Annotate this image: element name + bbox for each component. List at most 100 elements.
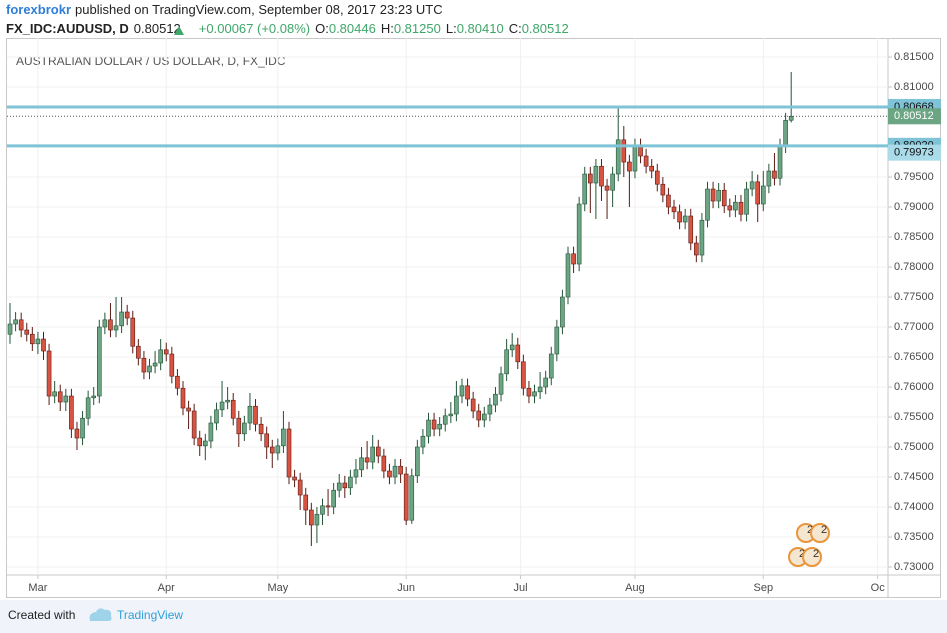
candle-body	[682, 215, 688, 223]
event-badge-label: 2	[807, 524, 813, 536]
y-tick-label: 0.81000	[894, 81, 934, 93]
y-tick-label: 0.75500	[894, 411, 934, 423]
candle-body	[632, 145, 638, 172]
candle-body	[476, 410, 482, 421]
candle-body	[403, 473, 409, 521]
candle-body	[621, 139, 627, 163]
candle-body	[219, 401, 225, 411]
candle-body	[258, 423, 264, 435]
candle-body	[348, 476, 353, 489]
candle-body	[415, 446, 420, 477]
y-tick-label: 0.73000	[894, 561, 934, 573]
candle-body	[481, 413, 487, 421]
candle-body	[314, 513, 320, 526]
event-badge-label: 2	[821, 524, 827, 536]
candle-body	[242, 422, 247, 435]
symbol: FX_IDC:AUDUSD, D	[6, 21, 129, 36]
candle-body	[498, 373, 504, 395]
candle-body	[225, 399, 230, 403]
y-tick-label: 0.74000	[894, 501, 934, 513]
candle-body	[448, 413, 454, 417]
candle-body	[364, 457, 370, 463]
candle-body	[442, 415, 448, 425]
candle-body	[588, 173, 593, 184]
y-tick-label: 0.79000	[894, 201, 934, 213]
candle-body	[426, 419, 431, 437]
candle-body	[677, 211, 682, 223]
candle-body	[772, 170, 777, 179]
candle-body	[710, 188, 716, 202]
candle-body	[297, 479, 303, 496]
candle-body	[705, 188, 710, 221]
candle-body	[548, 353, 554, 379]
candle-body	[230, 399, 236, 419]
author[interactable]: forexbrokr	[6, 2, 71, 17]
candle-body	[699, 219, 705, 256]
candle-body	[331, 489, 336, 508]
candle-body	[576, 203, 582, 265]
candle-body	[666, 194, 671, 208]
candle-body	[465, 385, 470, 400]
candle-body	[604, 185, 610, 191]
candle-body	[180, 387, 186, 409]
candle-body	[470, 398, 476, 412]
candle-body	[203, 440, 208, 447]
y-tick-label: 0.79500	[894, 171, 934, 183]
candle-body	[526, 387, 532, 397]
candle-body	[582, 173, 588, 205]
candle-body	[191, 410, 197, 439]
candle-body	[375, 446, 381, 457]
candle-body	[57, 391, 63, 403]
candle-body	[766, 170, 772, 187]
candle-body	[437, 423, 442, 430]
change: +0.00067 (+0.08%)	[199, 21, 310, 36]
candle-body	[74, 428, 80, 439]
c: 0.80512	[522, 21, 569, 36]
candle-body	[487, 404, 493, 415]
candle-body	[627, 161, 632, 172]
candle-body	[197, 437, 203, 447]
candle-body	[537, 386, 543, 393]
candle-body	[309, 509, 314, 526]
candle-body	[733, 201, 738, 211]
candle-body	[643, 155, 649, 167]
event-badge-label: 2	[813, 548, 819, 560]
chart-title: AUSTRALIAN DOLLAR / US DOLLAR, D, FX_IDC	[16, 54, 286, 68]
candle-body	[398, 465, 403, 475]
marker-label-box	[888, 144, 941, 161]
x-tick-label: Oc	[871, 582, 886, 594]
l-label: L:	[446, 21, 457, 36]
y-tick-label: 0.76000	[894, 381, 934, 393]
x-tick-label: Aug	[625, 582, 645, 594]
candle-body	[158, 349, 163, 364]
candle-body	[292, 476, 297, 481]
footer-brand[interactable]: TradingView	[117, 608, 183, 622]
candle-body	[560, 296, 565, 328]
candle-body	[738, 201, 744, 215]
candle-body	[214, 409, 219, 424]
candle-body	[431, 419, 437, 430]
candle-body	[163, 349, 169, 355]
candle-body	[409, 475, 415, 521]
candle-body	[744, 188, 749, 215]
y-tick-label: 0.73500	[894, 531, 934, 543]
candle-body	[554, 326, 560, 355]
candle-body	[783, 119, 788, 147]
h: 0.81250	[394, 21, 441, 36]
last-price-box	[888, 108, 941, 125]
candle-body	[381, 455, 387, 472]
candle-body	[30, 333, 35, 345]
candle-body	[788, 116, 794, 121]
h-label: H:	[381, 21, 394, 36]
candle-body	[141, 357, 147, 373]
candle-body	[113, 325, 119, 331]
candle-body	[91, 395, 97, 399]
candle-body	[264, 433, 269, 448]
candle-body	[96, 326, 102, 397]
candle-body	[342, 482, 348, 489]
candle-body	[63, 395, 69, 403]
candle-body	[325, 505, 331, 508]
event-badge	[810, 523, 830, 543]
